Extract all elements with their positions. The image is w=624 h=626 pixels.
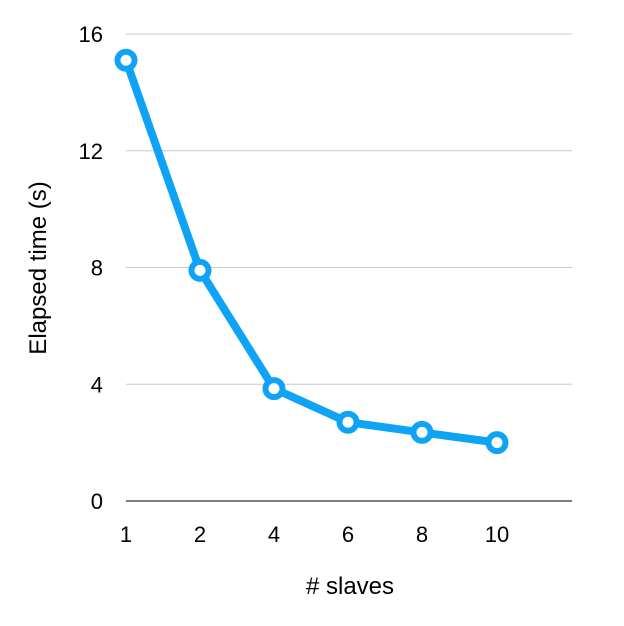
data-point [336, 410, 360, 434]
series-polyline [122, 56, 501, 447]
x-tick-label: 10 [485, 522, 509, 547]
data-point [188, 258, 212, 282]
y-axis-title: Elapsed time (s) [25, 181, 52, 354]
x-tick-labels: 1 2 4 6 8 10 [120, 522, 509, 547]
x-tick-label: 6 [342, 522, 354, 547]
data-point [410, 420, 434, 444]
series-line [122, 56, 501, 447]
x-tick-label: 8 [416, 522, 428, 547]
data-points [114, 48, 509, 455]
y-tick-label: 12 [79, 139, 103, 164]
y-tick-label: 4 [91, 372, 103, 397]
x-tick-label: 4 [268, 522, 280, 547]
y-tick-label: 8 [91, 256, 103, 281]
x-axis-title: # slaves [306, 573, 394, 600]
x-tick-label: 1 [120, 522, 132, 547]
y-tick-labels: 0 4 8 12 16 [79, 22, 103, 514]
x-tick-label: 2 [194, 522, 206, 547]
data-point [262, 377, 286, 401]
y-tick-label: 0 [91, 489, 103, 514]
data-point [485, 431, 509, 455]
data-point [114, 48, 138, 72]
y-tick-label: 16 [79, 22, 103, 47]
